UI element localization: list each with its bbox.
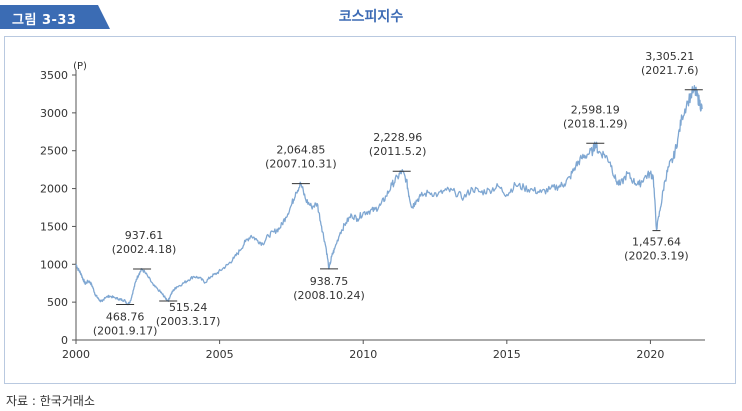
annotation-value: 2,598.19 [571, 103, 620, 116]
y-tick-label: 0 [61, 334, 68, 347]
x-tick-label: 2005 [206, 348, 234, 361]
annotation-value: 1,457.64 [632, 236, 681, 249]
figure-label-text: 그림 3-33 [12, 13, 77, 28]
annotation-date: (2018.1.29) [563, 117, 628, 130]
annotation-date: (2011.5.2) [369, 145, 427, 158]
annotation-value: 2,064.85 [276, 144, 325, 157]
annotation-date: (2020.3.19) [624, 250, 689, 263]
annotation-date: (2007.10.31) [265, 158, 337, 171]
x-tick-label: 2000 [62, 348, 90, 361]
y-axis-unit: (P) [73, 61, 87, 72]
chart-frame [4, 36, 736, 384]
x-tick-label: 2020 [636, 348, 664, 361]
annotation-date: (2021.7.6) [641, 64, 699, 77]
series-line [75, 85, 703, 306]
figure-label-badge [0, 5, 110, 29]
y-tick-label: 1000 [40, 258, 68, 271]
annotation-value: 938.75 [310, 275, 349, 288]
y-tick-label: 2000 [40, 183, 68, 196]
y-tick-label: 2500 [40, 145, 68, 158]
annotation-value: 468.76 [106, 310, 145, 323]
y-tick-label: 3000 [40, 107, 68, 120]
annotation-value: 515.24 [169, 301, 208, 314]
x-tick-label: 2010 [349, 348, 377, 361]
annotation-value: 2,228.96 [373, 131, 422, 144]
y-tick-label: 1500 [40, 220, 68, 233]
annotation-date: (2003.3.17) [156, 315, 221, 328]
x-tick-label: 2015 [493, 348, 521, 361]
chart-title: 코스피지수 [338, 9, 404, 25]
annotation-value: 937.61 [125, 229, 164, 242]
source-note: 자료 : 한국거래소 [6, 394, 95, 408]
annotation-date: (2002.4.18) [112, 243, 177, 256]
annotation-date: (2001.9.17) [93, 324, 158, 337]
y-tick-label: 3500 [40, 69, 68, 82]
annotation-value: 3,305.21 [645, 50, 694, 63]
y-tick-label: 500 [47, 296, 68, 309]
annotation-date: (2008.10.24) [293, 289, 365, 302]
figure-label: 그림 3-33 [0, 5, 110, 29]
